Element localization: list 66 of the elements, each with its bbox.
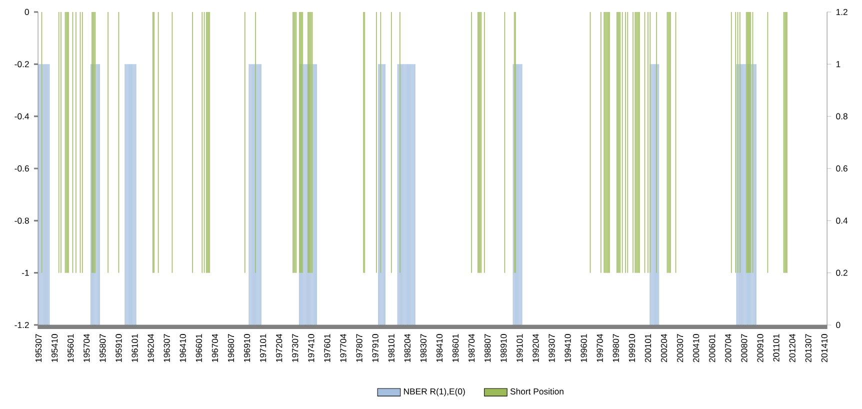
x-tick-label: 196307: [164, 334, 170, 362]
y2-tick-label: 0.6: [836, 165, 848, 172]
x-tick-label: 197307: [292, 334, 298, 362]
y2-tick-label: 1: [836, 61, 840, 68]
x-tick-label: 201101: [773, 334, 780, 362]
legend-label: NBER R(1),E(0): [404, 388, 465, 396]
x-tick-label: 199601: [580, 334, 587, 362]
x-tick-label: 201307: [805, 334, 812, 362]
y2-tick-label: 0.8: [836, 113, 848, 120]
x-tick-label: 200410: [693, 334, 700, 362]
x-tick-label: 195807: [100, 334, 106, 362]
y2-tick-label: 0.2: [836, 270, 848, 276]
y-tick-label: -1.2: [14, 322, 29, 328]
y-tick-label: -0.2: [14, 61, 29, 68]
x-tick-label: 196410: [180, 334, 186, 362]
y2-tick-label: 0: [836, 322, 840, 328]
y2-tick-label: 1.2: [836, 8, 848, 16]
y-tick-label: -0.8: [14, 218, 29, 224]
x-tick-label: 196204: [148, 334, 154, 362]
y2-tick-label: 0.4: [836, 218, 848, 224]
x-tick-label: 197807: [356, 334, 362, 362]
x-tick-label: 200910: [757, 334, 764, 362]
x-tick-label: 197910: [372, 334, 378, 362]
x-tick-label: 196910: [244, 334, 250, 362]
x-tick-label: 195410: [52, 334, 58, 362]
x-tick-label: 199704: [596, 334, 603, 362]
x-tick-label: 196807: [228, 334, 234, 362]
x-tick-label: 200307: [676, 334, 684, 362]
y-tick-label: -0.4: [14, 113, 30, 120]
x-tick-label: 197601: [324, 334, 330, 362]
x-tick-label: 195704: [84, 334, 90, 362]
x-tick-label: 198410: [436, 334, 443, 362]
x-tick-label: 200101: [644, 334, 652, 362]
x-tick-label: 197101: [260, 334, 266, 362]
x-tick-label: 200601: [709, 334, 716, 362]
x-tick-label: 200807: [741, 334, 748, 362]
y-tick-label: 0: [24, 8, 29, 16]
x-tick-label: 196601: [196, 334, 202, 362]
x-tick-label: 195601: [68, 334, 74, 362]
x-tick-label: 198910: [500, 334, 507, 362]
x-tick-label: 199910: [628, 334, 636, 362]
x-tick-label: 198704: [468, 334, 475, 362]
x-tick-label: 198307: [420, 334, 427, 362]
x-tick-label: 195307: [35, 334, 42, 362]
x-tick-label: 198204: [404, 334, 410, 362]
x-tick-label: 197410: [308, 334, 314, 362]
legend-label: Short Position: [510, 388, 564, 394]
x-tick-label: 199101: [516, 334, 523, 362]
x-tick-label: 201204: [789, 334, 796, 362]
x-tick-label: 200704: [725, 334, 732, 362]
x-tick-label: 199204: [532, 334, 539, 362]
x-tick-label: 197204: [276, 334, 282, 362]
x-tick-label: 197704: [340, 334, 346, 362]
x-tick-label: 201410: [821, 334, 828, 362]
x-tick-label: 196704: [212, 334, 218, 362]
x-tick-label: 198101: [388, 334, 394, 362]
x-tick-label: 199307: [548, 334, 555, 362]
x-tick-label: 199410: [564, 334, 571, 362]
x-tick-label: 195910: [116, 334, 122, 362]
x-tick-label: 198601: [452, 334, 459, 362]
x-tick-label: 199807: [612, 334, 619, 362]
y-tick-label: -1: [22, 270, 29, 276]
x-tick-label: 196101: [132, 334, 138, 362]
x-tick-label: 200204: [660, 334, 668, 362]
x-tick-label: 198807: [484, 334, 491, 362]
y-tick-label: -0.6: [14, 165, 29, 172]
